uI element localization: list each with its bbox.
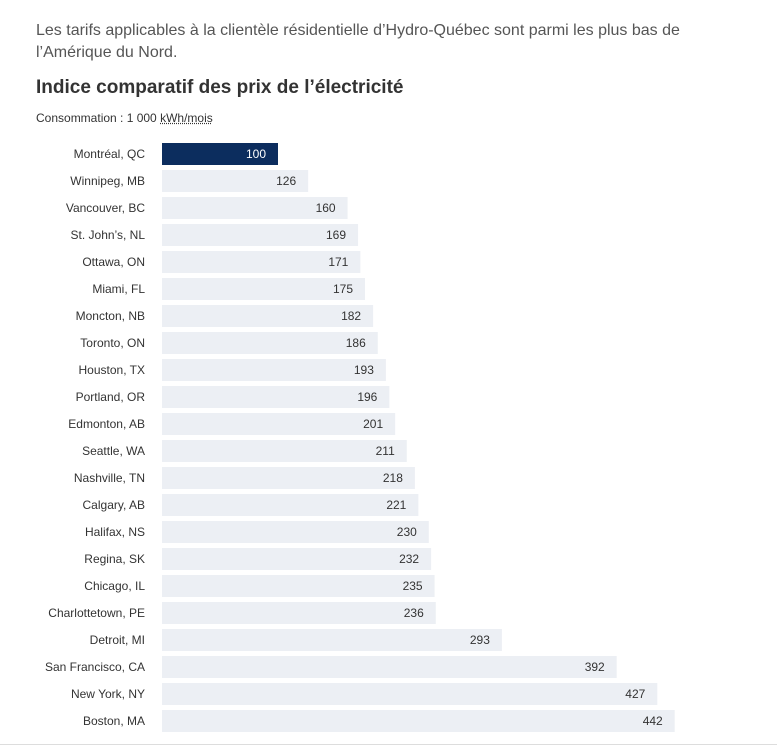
value-label: 182 <box>341 309 361 323</box>
category-label: Detroit, MI <box>90 633 145 647</box>
bar <box>162 521 429 543</box>
category-label: Toronto, ON <box>80 336 145 350</box>
category-label: Portland, OR <box>76 390 146 404</box>
value-label: 100 <box>246 147 266 161</box>
category-label: Moncton, NB <box>76 309 145 323</box>
category-label: Chicago, IL <box>84 579 145 593</box>
bar <box>162 413 396 435</box>
category-label: Winnipeg, MB <box>70 174 145 188</box>
category-label: Regina, SK <box>84 552 145 566</box>
value-label: 236 <box>404 606 424 620</box>
value-label: 169 <box>326 228 346 242</box>
value-label: 186 <box>346 336 366 350</box>
value-label: 427 <box>625 687 645 701</box>
value-label: 193 <box>354 363 374 377</box>
price-index-bar-chart: Montréal, QC 100 Winnipeg, MB 126 Vancouver,… <box>45 143 675 732</box>
bar <box>162 575 435 597</box>
bar <box>162 656 617 678</box>
bar <box>162 143 278 165</box>
value-label: 196 <box>357 390 377 404</box>
bar <box>162 278 365 300</box>
category-label: Edmonton, AB <box>68 417 145 431</box>
category-label: Miami, FL <box>92 282 145 296</box>
value-label: 221 <box>386 498 406 512</box>
category-label: San Francisco, CA <box>45 660 145 674</box>
value-label: 201 <box>363 417 383 431</box>
value-label: 442 <box>643 714 663 728</box>
value-label: 126 <box>276 174 296 188</box>
value-label: 232 <box>399 552 419 566</box>
chart-subtitle: Consommation : 1 000 kWh/mois <box>36 111 213 125</box>
value-label: 392 <box>585 660 605 674</box>
category-label: Halifax, NS <box>85 525 145 539</box>
category-label: Vancouver, BC <box>66 201 145 215</box>
bar <box>162 467 415 489</box>
category-label: Ottawa, ON <box>82 255 145 269</box>
bottom-divider <box>0 744 777 745</box>
value-label: 218 <box>383 471 403 485</box>
bar <box>162 305 374 327</box>
subtitle-prefix: Consommation : 1 000 <box>36 111 161 125</box>
value-label: 235 <box>403 579 423 593</box>
bar <box>162 683 658 705</box>
category-label: Calgary, AB <box>83 498 145 512</box>
bar <box>162 251 361 273</box>
category-label: Boston, MA <box>83 714 145 728</box>
bar <box>162 197 348 219</box>
value-label: 230 <box>397 525 417 539</box>
bar <box>162 629 502 651</box>
bar <box>162 440 407 462</box>
value-label: 211 <box>376 444 395 458</box>
intro-text: Les tarifs applicables à la clientèle ré… <box>36 22 680 61</box>
bar <box>162 710 675 732</box>
bar <box>162 386 390 408</box>
category-label: Charlottetown, PE <box>48 606 145 620</box>
subtitle-unit: kWh/mois <box>160 111 213 125</box>
bar <box>162 359 386 381</box>
chart-title: Indice comparatif des prix de l’électric… <box>36 77 404 98</box>
category-label: Seattle, WA <box>82 444 145 458</box>
value-label: 293 <box>470 633 490 647</box>
category-label: Houston, TX <box>79 363 145 377</box>
bar <box>162 548 432 570</box>
category-label: Nashville, TN <box>74 471 145 485</box>
bar <box>162 602 436 624</box>
value-label: 171 <box>328 255 348 269</box>
value-label: 175 <box>333 282 353 296</box>
bar <box>162 494 419 516</box>
category-label: St. John’s, NL <box>71 228 146 242</box>
category-label: New York, NY <box>71 687 145 701</box>
bar <box>162 170 309 192</box>
value-label: 160 <box>316 201 336 215</box>
bar <box>162 332 378 354</box>
bar <box>162 224 359 246</box>
category-label: Montréal, QC <box>74 147 146 161</box>
